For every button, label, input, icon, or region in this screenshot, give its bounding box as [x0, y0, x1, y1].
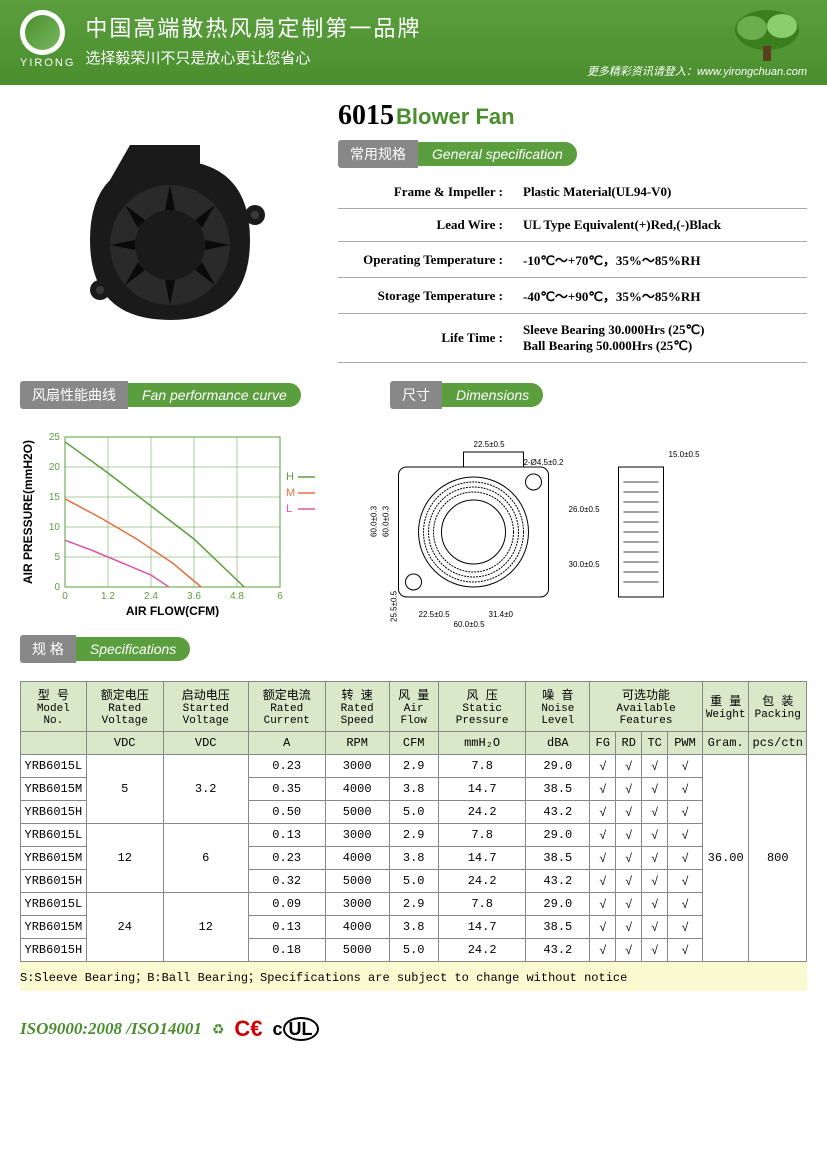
dimension-drawing: 22.5±0.5 15.0±0.5 2-Ø4.5±0.2 26.0±0.5 30… [350, 427, 807, 627]
svg-text:25: 25 [49, 432, 61, 443]
svg-text:15.0±0.5: 15.0±0.5 [669, 450, 701, 459]
page-footer: ISO9000:2008 /ISO14001 ♻ C€ cUL [0, 1016, 827, 1052]
svg-text:15: 15 [49, 492, 61, 503]
logo: YIRONG [20, 10, 75, 69]
svg-text:25.5±0.5: 25.5±0.5 [390, 590, 399, 622]
svg-text:AIR PRESSURE(mmH2O): AIR PRESSURE(mmH2O) [21, 440, 35, 584]
svg-text:M: M [286, 487, 295, 499]
tree-icon [727, 8, 807, 63]
svg-text:60.0±0.5: 60.0±0.5 [454, 620, 486, 627]
svg-text:31.4±0: 31.4±0 [489, 610, 514, 619]
logo-area: YIRONG 中国高端散热风扇定制第一品牌 选择毅荣川不只是放心更让您省心 [20, 10, 807, 69]
svg-text:H: H [286, 471, 294, 483]
header-title-cn: 中国高端散热风扇定制第一品牌 [85, 11, 807, 43]
badge-specifications: 规 格 Specifications [20, 635, 190, 663]
ce-icon: C€ [234, 1016, 262, 1042]
svg-text:2-Ø4.5±0.2: 2-Ø4.5±0.2 [524, 458, 565, 467]
table-footnote: S:Sleeve Bearing；B:Ball Bearing；Specific… [20, 962, 807, 991]
svg-text:5: 5 [54, 552, 60, 563]
svg-text:30.0±0.5: 30.0±0.5 [569, 560, 601, 569]
svg-text:0: 0 [54, 582, 60, 593]
iso-text: ISO9000:2008 /ISO14001 [20, 1019, 202, 1039]
product-image [20, 100, 320, 360]
svg-text:22.5±0.5: 22.5±0.5 [474, 440, 506, 449]
badge-perf-curve: 风扇性能曲线 Fan performance curve [20, 381, 301, 409]
svg-text:1.2: 1.2 [101, 591, 115, 602]
header-url: 更多精彩资讯请登入：www.yirongchuan.com [587, 63, 807, 79]
svg-text:3.6: 3.6 [187, 591, 201, 602]
svg-text:2.4: 2.4 [144, 591, 158, 602]
performance-chart: 0 1.2 2.4 3.6 4.8 6 0 5 10 15 20 25 HML AIR FLOW(CFM)… [20, 427, 320, 617]
ul-icon: cUL [273, 1019, 319, 1040]
svg-text:10: 10 [49, 522, 61, 533]
svg-text:60.0±0.3: 60.0±0.3 [382, 505, 391, 537]
brand-name: YIRONG [20, 57, 75, 69]
svg-text:26.0±0.5: 26.0±0.5 [569, 505, 601, 514]
rohs-icon: ♻ [212, 1021, 225, 1038]
svg-text:20: 20 [49, 462, 61, 473]
svg-text:22.5±0.5: 22.5±0.5 [419, 610, 451, 619]
product-title: 6015Blower Fan [338, 100, 807, 132]
badge-dimensions: 尺寸 Dimensions [390, 381, 543, 409]
page-header: YIRONG 中国高端散热风扇定制第一品牌 选择毅荣川不只是放心更让您省心 更多… [0, 0, 827, 85]
svg-text:6: 6 [277, 591, 283, 602]
svg-text:AIR FLOW(CFM): AIR FLOW(CFM) [126, 604, 219, 617]
svg-text:0: 0 [62, 591, 68, 602]
svg-text:L: L [286, 503, 292, 515]
specifications-table: 型 号Model No.额定电压Rated Voltage启动电压Started… [20, 681, 807, 962]
svg-text:4.8: 4.8 [230, 591, 244, 602]
svg-text:60.0±0.3: 60.0±0.3 [370, 505, 379, 537]
badge-general-spec: 常用规格 General specification [338, 140, 577, 168]
general-spec-table: Frame & Impeller :Plastic Material(UL94-… [338, 176, 807, 363]
